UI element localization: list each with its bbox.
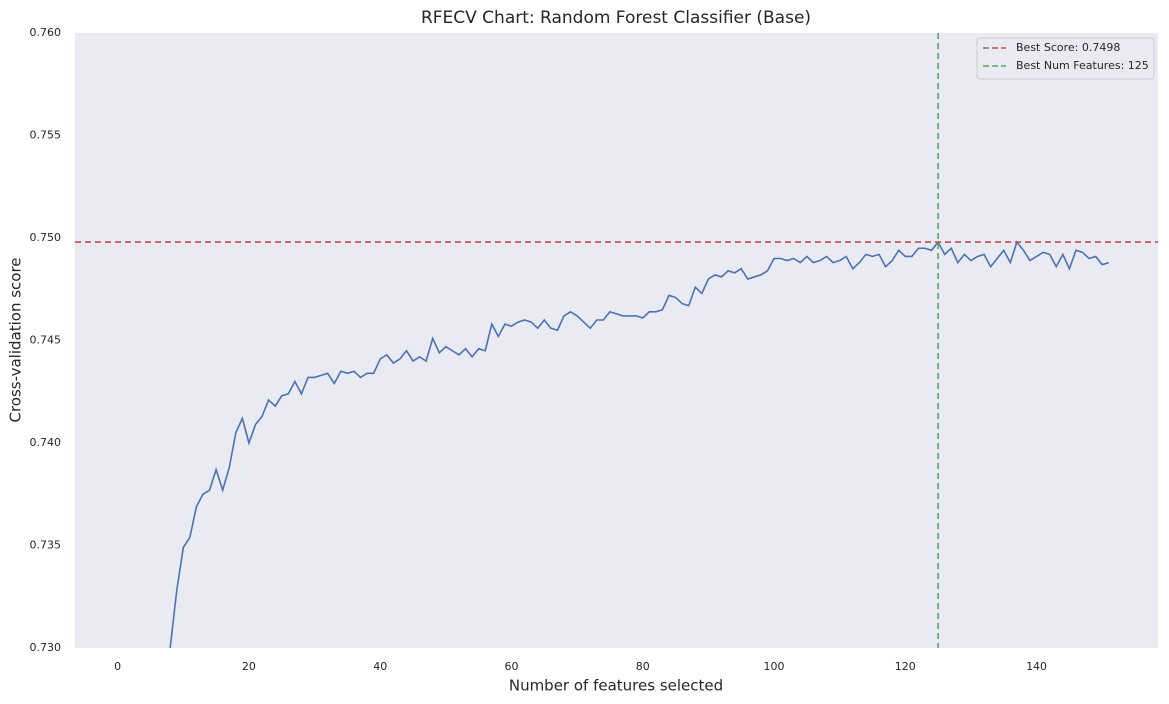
y-tick-label: 0.745 (30, 334, 62, 347)
x-tick-label: 80 (636, 660, 650, 673)
x-tick-label: 120 (895, 660, 916, 673)
x-axis-label: Number of features selected (509, 677, 723, 695)
y-tick-label: 0.750 (30, 231, 62, 244)
legend-box (976, 37, 1155, 80)
y-axis-label: Cross-validation score (7, 257, 25, 422)
data-line (169, 240, 1110, 648)
y-tick-label: 0.735 (30, 539, 62, 552)
y-tick-label: 0.755 (30, 129, 62, 142)
x-tick-label: 100 (764, 660, 785, 673)
legend-label: Best Num Features: 125 (1016, 59, 1149, 72)
y-tick-label: 0.730 (30, 641, 62, 654)
plot-area (75, 33, 1158, 648)
legend-label: Best Score: 0.7498 (1016, 41, 1120, 54)
x-tick-label: 20 (242, 660, 256, 673)
plot (75, 33, 1158, 648)
x-tick-label: 0 (114, 660, 121, 673)
y-tick-label: 0.760 (30, 26, 62, 39)
x-tick-label: 60 (504, 660, 518, 673)
x-tick-label: 40 (373, 660, 387, 673)
x-tick-label: 140 (1026, 660, 1047, 673)
legend: Best Score: 0.7498 Best Num Features: 125 (976, 37, 1155, 80)
chart-title: RFECV Chart: Random Forest Classifier (B… (421, 8, 811, 28)
y-tick-label: 0.740 (30, 436, 62, 449)
